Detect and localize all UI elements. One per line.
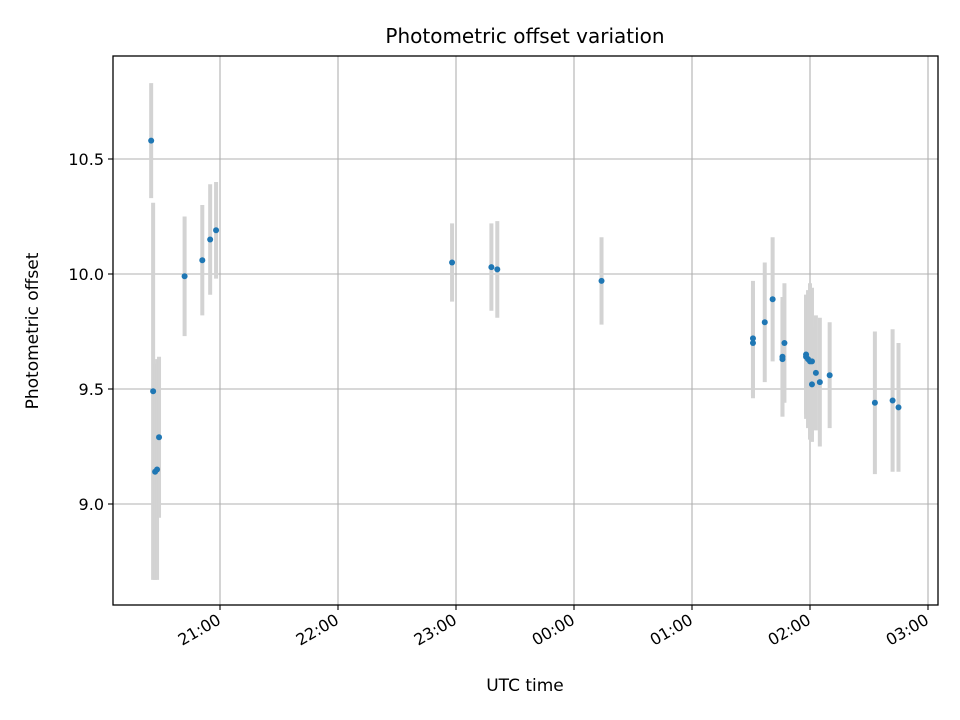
x-axis-label: UTC time: [486, 676, 564, 696]
data-point: [213, 227, 220, 234]
data-points: [148, 137, 902, 475]
data-point: [808, 381, 815, 388]
data-point: [889, 397, 896, 404]
data-point: [826, 372, 833, 379]
y-tick-label: 9.5: [79, 380, 104, 399]
data-point: [494, 266, 501, 273]
data-point: [761, 319, 768, 326]
data-point: [199, 257, 206, 264]
data-point: [181, 273, 188, 280]
data-point: [749, 335, 756, 342]
data-point: [812, 369, 819, 376]
data-point: [154, 466, 161, 473]
data-point: [781, 340, 788, 346]
data-point: [207, 236, 214, 243]
y-tick-label: 10.0: [68, 265, 104, 284]
data-point: [871, 399, 878, 406]
data-point: [769, 296, 776, 303]
plot-frame: [112, 55, 939, 606]
data-point: [779, 356, 786, 363]
data-point: [808, 358, 815, 365]
data-point: [150, 388, 157, 395]
grid-lines: [113, 56, 938, 605]
data-point: [895, 404, 902, 411]
data-point: [156, 434, 163, 441]
y-tick-label: 9.0: [79, 495, 104, 514]
data-point: [598, 277, 605, 284]
y-axis-label: Photometric offset: [23, 252, 43, 409]
data-point: [749, 340, 756, 346]
data-point: [449, 259, 456, 266]
data-point: [816, 379, 823, 386]
data-point: [488, 264, 495, 271]
chart-title: Photometric offset variation: [385, 24, 664, 48]
y-tick-label: 10.5: [68, 150, 104, 169]
y-axis-ticks: 9.0 9.5 10.0 10.5: [68, 150, 113, 514]
data-point: [148, 137, 155, 144]
